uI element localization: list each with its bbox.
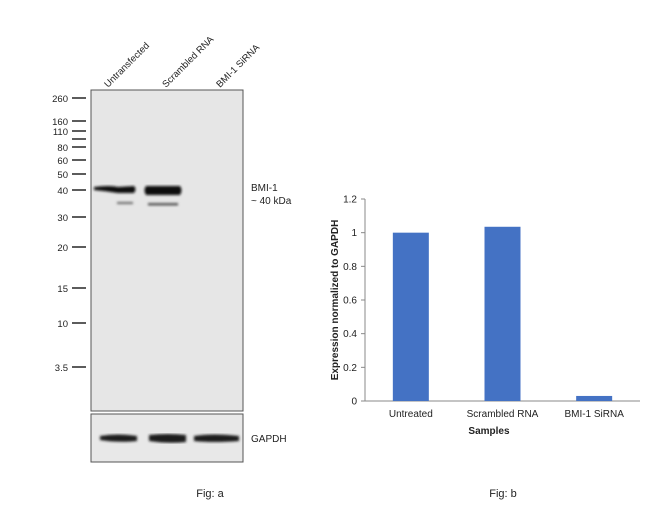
lane-label: Scrambled RNA <box>160 34 216 90</box>
minor-band <box>148 203 178 206</box>
x-axis-label: Samples <box>468 426 510 437</box>
marker-label: 30 <box>57 213 68 224</box>
x-tick-label: Untreated <box>389 409 433 420</box>
x-tick-label: Scrambled RNA <box>467 409 539 420</box>
minor-band <box>117 202 133 204</box>
gapdh-label: GAPDH <box>251 434 287 445</box>
marker-label: 20 <box>57 243 68 254</box>
y-tick-label: 0.6 <box>343 296 357 307</box>
marker-label: 60 <box>57 156 68 167</box>
y-tick-label: 1.2 <box>343 195 357 206</box>
bar <box>484 226 521 401</box>
y-tick-label: 1 <box>351 228 357 239</box>
bmi1-bands <box>94 186 182 206</box>
marker-label: 160 <box>52 117 68 128</box>
y-axis-label: Expression normalized to GAPDH <box>330 220 341 381</box>
marker-label: 3.5 <box>55 363 68 374</box>
marker-label: 40 <box>57 186 68 197</box>
band-scrambled <box>144 186 182 195</box>
x-tick-label: BMI-1 SiRNA <box>564 409 624 420</box>
marker-label: 50 <box>57 170 68 181</box>
band-label: BMI-1 <box>251 183 278 194</box>
caption-fig-b: Fig: b <box>489 488 517 500</box>
y-tick-label: 0.4 <box>343 329 357 340</box>
marker-label: 110 <box>53 127 68 138</box>
band-untransfected <box>94 186 136 193</box>
bar <box>576 395 613 401</box>
gapdh-band <box>100 434 137 442</box>
y-tick-label: 0.2 <box>343 363 357 374</box>
y-tick-label: 0.8 <box>343 262 357 273</box>
marker-label: 15 <box>57 284 68 295</box>
marker-label: 10 <box>57 319 68 330</box>
caption-fig-a: Fig: a <box>196 488 224 500</box>
lane-label: Untransfected <box>102 41 152 91</box>
bar <box>392 232 429 401</box>
band-size-label: ~ 40 kDa <box>251 196 292 207</box>
marker-label: 80 <box>57 143 68 154</box>
marker-label: 260 <box>52 94 68 105</box>
blot-membrane <box>90 89 244 412</box>
lane-label: BMI-1 SiRNA <box>214 42 262 90</box>
gapdh-band <box>194 434 239 442</box>
gapdh-bands <box>100 434 239 443</box>
gapdh-band <box>149 434 186 443</box>
bar-chart: Expression normalized to GAPDH Samples F… <box>330 195 640 500</box>
y-tick-label: 0 <box>351 397 357 408</box>
